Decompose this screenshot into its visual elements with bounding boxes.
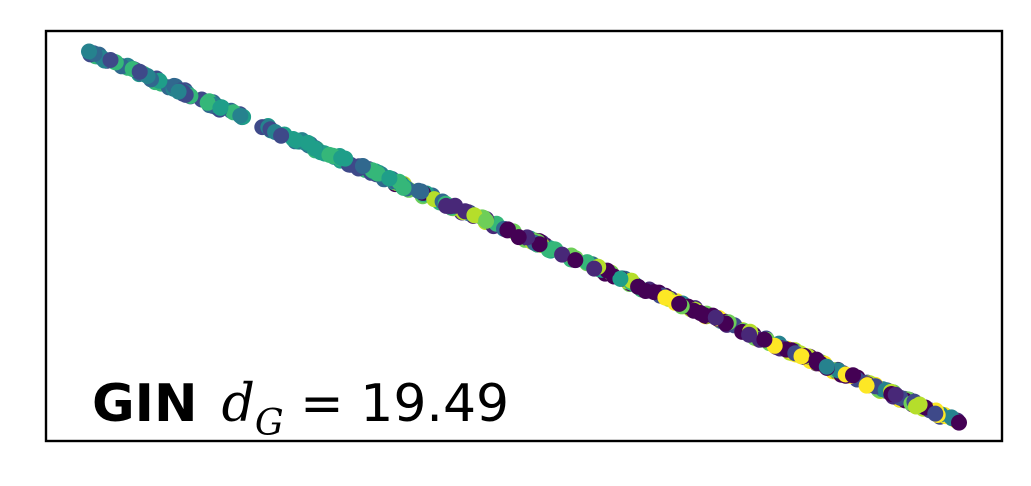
scatter-point: [818, 358, 835, 375]
scatter-points: [81, 43, 967, 431]
scatter-point: [354, 158, 371, 174]
annotation-value: 19.49: [360, 374, 509, 434]
annotation-model: GIN: [92, 374, 198, 434]
scatter-point: [102, 52, 119, 68]
scatter-point: [692, 305, 709, 321]
scatter-point: [395, 179, 412, 196]
scatter-point: [333, 150, 350, 166]
scatter-point: [671, 295, 688, 312]
plot-frame: [44, 29, 1004, 443]
scatter-point: [927, 405, 944, 422]
scatter-point: [410, 182, 427, 199]
annotation-symbol: d: [222, 374, 255, 434]
scatter-point: [858, 377, 875, 394]
scatter-point: [756, 331, 773, 348]
scatter-point: [212, 99, 229, 116]
scatter-point: [510, 229, 527, 246]
annotation-subscript: G: [255, 403, 284, 444]
scatter-point: [908, 398, 924, 415]
scatter-point: [287, 132, 304, 149]
scatter-point: [438, 197, 455, 214]
scatter-point: [887, 386, 904, 403]
scatter-point: [199, 94, 216, 111]
scatter-point: [300, 134, 316, 151]
scatter-point: [273, 127, 290, 144]
scatter-point: [793, 348, 810, 365]
scatter-point: [845, 367, 861, 384]
scatter-point: [657, 289, 674, 306]
scatter-point: [131, 63, 148, 80]
scatter-point: [637, 283, 654, 299]
scatter-point: [741, 326, 758, 343]
annotation-label: GIN dG = 19.49: [92, 374, 509, 444]
scatter-point: [232, 107, 249, 124]
scatter-point: [478, 212, 495, 229]
annotation-equals: =: [284, 374, 361, 434]
scatter-point: [567, 252, 584, 269]
scatter-point: [81, 43, 97, 60]
scatter-point: [951, 414, 967, 431]
scatter-point: [170, 83, 187, 100]
scatter-point: [707, 309, 724, 326]
scatter-point: [586, 260, 603, 277]
scatter-point: [381, 170, 398, 187]
scatter-point: [554, 246, 571, 263]
scatter-point: [531, 236, 548, 253]
scatter-point: [612, 270, 629, 287]
